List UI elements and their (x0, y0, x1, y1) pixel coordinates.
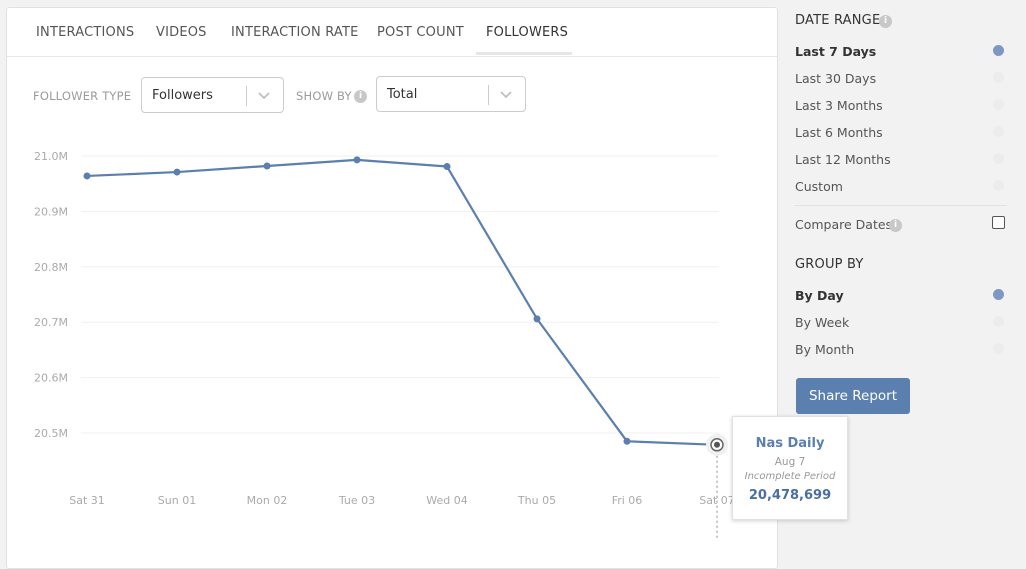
y-tick-label: 20.5M (34, 427, 68, 440)
follower-type-value: Followers (152, 88, 213, 103)
tab-post-count[interactable]: POST COUNT (377, 25, 464, 40)
show-by-label: SHOW BY (296, 89, 352, 103)
tab-bar: INTERACTIONS VIDEOS INTERACTION RATE POS… (7, 8, 777, 57)
group-by-day[interactable]: By Day (795, 288, 844, 303)
data-point (353, 156, 361, 164)
x-tick-label: Sat 07 (699, 494, 735, 507)
tooltip-date: Aug 7 (774, 456, 806, 468)
radio-by-week[interactable] (993, 316, 1004, 327)
x-tick-label: Wed 04 (426, 494, 467, 507)
chart-tooltip: Nas Daily Aug 7 Incomplete Period 20,478… (732, 416, 848, 520)
x-tick-label: Mon 02 (247, 494, 288, 507)
radio-custom[interactable] (993, 180, 1004, 191)
radio-last-6-months[interactable] (993, 126, 1004, 137)
series-line (86, 158, 718, 446)
radio-by-day[interactable] (993, 289, 1004, 300)
follower-type-select[interactable]: Followers (141, 77, 284, 113)
tooltip-value: 20,478,699 (748, 488, 832, 503)
compare-dates-label: Compare Dates (795, 217, 893, 232)
tab-interaction-rate[interactable]: INTERACTION RATE (231, 25, 359, 40)
data-point (533, 315, 541, 323)
radio-last-30-days[interactable] (993, 72, 1004, 83)
radio-by-month[interactable] (993, 343, 1004, 354)
date-range-last-30-days[interactable]: Last 30 Days (795, 71, 877, 86)
tab-videos[interactable]: VIDEOS (156, 25, 207, 40)
tab-followers[interactable]: FOLLOWERS (486, 25, 569, 40)
group-by-month[interactable]: By Month (795, 342, 855, 357)
report-card: INTERACTIONS VIDEOS INTERACTION RATE POS… (6, 7, 848, 569)
y-tick-label: 20.9M (34, 205, 68, 218)
y-tick-label: 20.7M (34, 316, 68, 329)
data-point (83, 172, 91, 180)
date-range-last-7-days[interactable]: Last 7 Days (795, 44, 877, 59)
data-point (443, 163, 451, 171)
group-by-title: GROUP BY (795, 257, 864, 272)
date-range-last-12-months[interactable]: Last 12 Months (795, 152, 891, 167)
data-point (263, 162, 271, 170)
followers-line-chart: 21.0M 20.9M 20.8M 20.7M 20.6M 20.5M Sat 31 Sun … (34, 150, 735, 538)
date-range-info-icon[interactable]: i (879, 15, 892, 28)
date-range-last-6-months[interactable]: Last 6 Months (795, 125, 883, 140)
radio-last-7-days[interactable] (993, 45, 1004, 56)
compare-dates-info-icon[interactable]: i (889, 219, 902, 232)
tooltip-account-name: Nas Daily (755, 436, 825, 451)
follower-type-label: FOLLOWER TYPE (33, 89, 132, 103)
highlight-point-core (714, 441, 720, 448)
share-report-button[interactable]: Share Report (796, 378, 910, 414)
x-tick-label: Fri 06 (612, 494, 643, 507)
show-by-info-icon[interactable]: i (354, 90, 367, 103)
x-tick-label: Sun 01 (158, 494, 196, 507)
date-range-last-3-months[interactable]: Last 3 Months (795, 98, 883, 113)
date-range-title: DATE RANGE (795, 13, 881, 28)
sidebar-divider (795, 205, 1007, 206)
radio-last-3-months[interactable] (993, 99, 1004, 110)
date-range-custom[interactable]: Custom (795, 179, 843, 194)
compare-dates-checkbox[interactable] (992, 216, 1005, 229)
select-separator (246, 86, 247, 106)
data-point (173, 168, 181, 176)
x-tick-label: Tue 03 (338, 494, 375, 507)
group-by-week[interactable]: By Week (795, 315, 850, 330)
y-tick-label: 20.6M (34, 372, 68, 385)
x-tick-label: Thu 05 (517, 494, 556, 507)
show-by-select[interactable]: Total (376, 76, 526, 112)
chevron-down-icon (258, 92, 270, 100)
show-by-value: Total (387, 87, 418, 102)
chevron-down-icon (500, 91, 512, 99)
tooltip-note: Incomplete Period (744, 471, 836, 482)
y-tick-label: 21.0M (34, 150, 68, 163)
radio-last-12-months[interactable] (993, 153, 1004, 164)
y-tick-label: 20.8M (34, 261, 68, 274)
active-tab-indicator (476, 52, 572, 55)
data-point (623, 437, 631, 445)
tab-interactions[interactable]: INTERACTIONS (36, 25, 135, 40)
select-separator (488, 85, 489, 105)
x-tick-label: Sat 31 (69, 494, 105, 507)
